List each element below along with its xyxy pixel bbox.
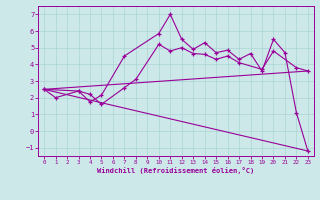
X-axis label: Windchill (Refroidissement éolien,°C): Windchill (Refroidissement éolien,°C) xyxy=(97,167,255,174)
